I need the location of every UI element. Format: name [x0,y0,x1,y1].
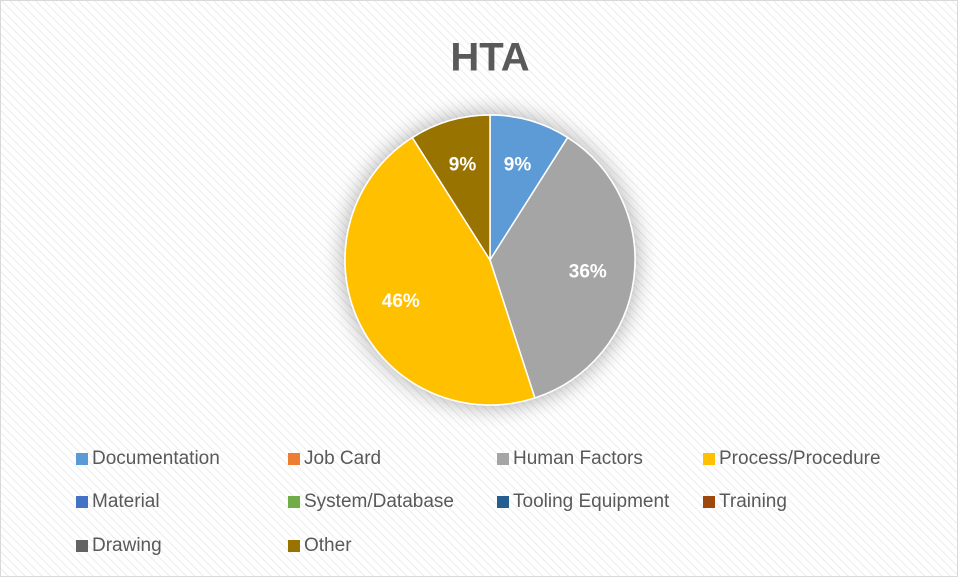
pie-slice [489,136,636,399]
legend-swatch [76,540,88,552]
chart-title: HTA [450,36,529,80]
legend-swatch [288,453,300,465]
data-label: 9% [449,154,477,175]
legend-label: Material [92,491,160,512]
pie-slice [344,136,536,406]
legend-label: Documentation [92,448,220,469]
data-label: 9% [504,154,532,175]
legend-label: Human Factors [513,448,643,469]
pie [344,114,636,406]
pie-slice [489,114,569,263]
legend-swatch [288,540,300,552]
legend-swatch [703,453,715,465]
legend-swatch [703,496,715,508]
legend-swatch [497,453,509,465]
data-label: 36% [569,261,607,282]
pie-slice [411,114,491,263]
legend-swatch [76,496,88,508]
legend-label: Other [304,535,352,556]
legend-label: Training [719,491,787,512]
data-label: 46% [382,291,420,312]
legend-label: System/Database [304,491,454,512]
legend-label: Job Card [304,448,381,469]
legend-swatch [497,496,509,508]
legend-label: Drawing [92,535,162,556]
legend-swatch [76,453,88,465]
legend-label: Tooling Equipment [513,491,670,512]
legend-swatch [288,496,300,508]
legend-label: Process/Procedure [719,448,881,469]
